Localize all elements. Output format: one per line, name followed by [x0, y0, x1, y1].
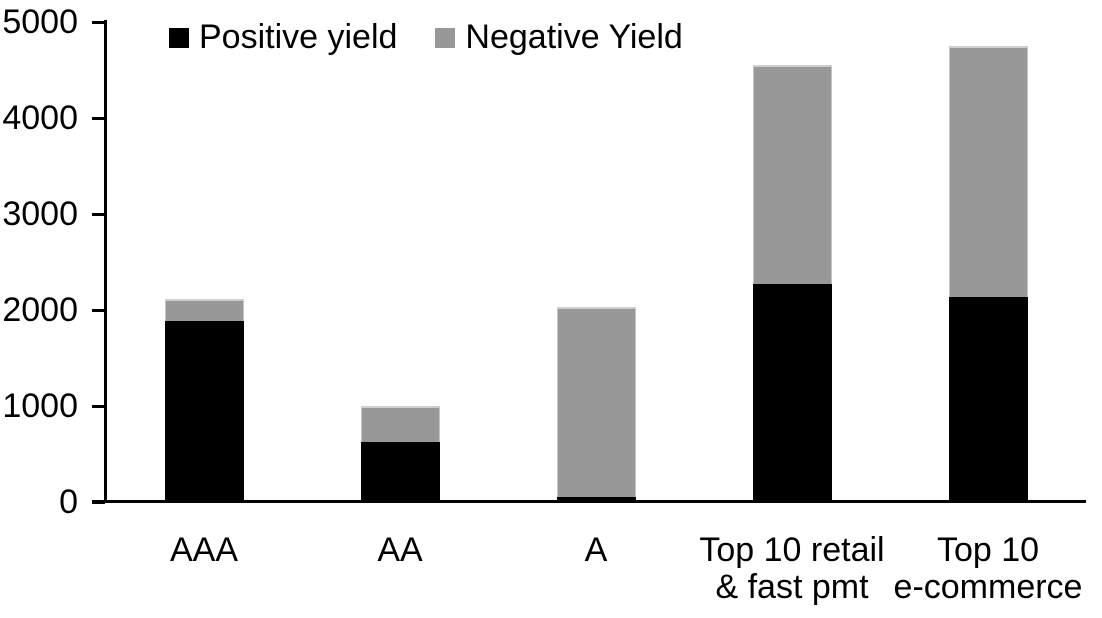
bar-segment-positive-0 — [164, 320, 244, 502]
y-axis-tick-label-0: 0 — [59, 483, 78, 521]
y-axis-tick-4000 — [92, 117, 105, 120]
y-axis-tick-label-1000: 1000 — [2, 387, 78, 425]
x-axis-label-0: AAA — [169, 531, 239, 569]
x-axis-label-4: Top 10 e-commerce — [893, 531, 1083, 606]
x-axis-label-1: AA — [377, 531, 423, 569]
bar-segment-negative-1 — [360, 406, 440, 443]
legend-item-negative-yield: Negative Yield — [435, 17, 683, 57]
negative-yield-swatch — [435, 28, 456, 48]
bar-segment-negative-0 — [164, 299, 244, 321]
positive-yield-label: Positive yield — [199, 18, 398, 56]
legend: Positive yield Negative Yield — [169, 17, 683, 57]
negative-yield-label: Negative Yield — [465, 18, 683, 56]
y-axis-tick-label-5000: 5000 — [2, 3, 78, 41]
y-axis-tick-0 — [92, 501, 105, 504]
bar-segment-negative-4 — [948, 46, 1028, 297]
y-axis-tick-label-2000: 2000 — [2, 291, 78, 329]
bar-segment-positive-4 — [948, 296, 1028, 502]
y-axis-tick-label-4000: 4000 — [2, 99, 78, 137]
bar-segment-positive-3 — [752, 284, 832, 502]
bar-segment-negative-2 — [556, 307, 636, 498]
y-axis-line — [104, 20, 107, 503]
bar-segment-positive-2 — [556, 497, 636, 502]
bar-segment-negative-3 — [752, 65, 832, 285]
y-axis-tick-1000 — [92, 405, 105, 408]
y-axis-tick-3000 — [92, 213, 105, 216]
x-axis-label-3: Top 10 retail & fast pmt — [699, 531, 885, 606]
legend-item-positive-yield: Positive yield — [169, 17, 397, 57]
y-axis-tick-label-3000: 3000 — [2, 195, 78, 233]
positive-yield-swatch — [169, 28, 189, 48]
y-axis-tick-2000 — [92, 309, 105, 312]
x-axis-label-2: A — [584, 531, 608, 569]
bar-segment-positive-1 — [360, 442, 440, 502]
y-axis-tick-5000 — [92, 21, 105, 24]
